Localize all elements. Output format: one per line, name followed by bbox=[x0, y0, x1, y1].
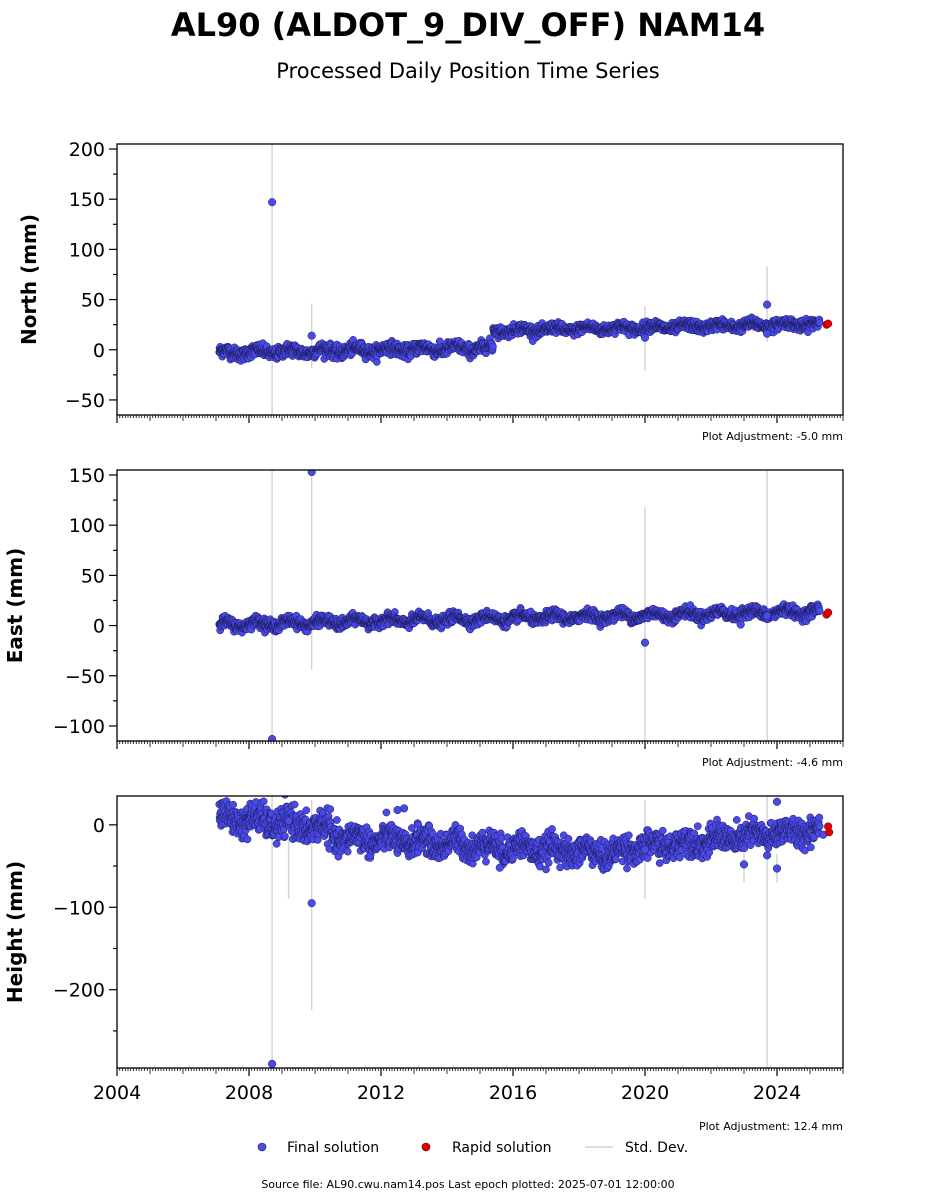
north-final-points bbox=[215, 313, 824, 366]
east-final-points bbox=[215, 600, 824, 637]
height-final-points bbox=[215, 796, 824, 874]
north-point bbox=[815, 318, 824, 327]
north-ytick-label: 200 bbox=[69, 139, 105, 161]
east-outlier-point-4 bbox=[736, 620, 745, 629]
east-ytick-label: −50 bbox=[65, 666, 105, 688]
east-outlier-point-2 bbox=[640, 638, 650, 647]
height-point bbox=[280, 832, 289, 840]
height-plot-area bbox=[215, 796, 834, 1068]
north-ytick-label: −50 bbox=[65, 390, 105, 412]
north-point bbox=[489, 342, 497, 351]
east-plot-area bbox=[215, 470, 833, 741]
height-point bbox=[326, 805, 335, 814]
east-ytick-label: 150 bbox=[69, 465, 105, 487]
north-plot-area bbox=[215, 144, 833, 415]
north-rapid-point-1 bbox=[824, 319, 833, 328]
east-plot-adjustment: Plot Adjustment: -4.6 mm bbox=[702, 756, 843, 769]
east-ytick-label: −100 bbox=[53, 716, 105, 738]
north-outlier-point-2 bbox=[640, 333, 650, 342]
height-point bbox=[259, 797, 268, 806]
north-ylabel: North (mm) bbox=[17, 214, 41, 345]
panels: −50 0 50 100 150 200 North (mm) Plot Adjustment… bbox=[3, 139, 844, 1133]
east-ylabel: East (mm) bbox=[3, 548, 27, 664]
east-outlier-point-0 bbox=[268, 734, 277, 741]
chart-subtitle: Processed Daily Position Time Series bbox=[276, 59, 660, 83]
east-outlier-point-1 bbox=[307, 470, 316, 477]
north-outlier-point-0 bbox=[268, 198, 277, 207]
height-point bbox=[290, 800, 299, 809]
north-outlier-point-4 bbox=[763, 329, 772, 338]
chart-title: AL90 (ALDOT_9_DIV_OFF) NAM14 bbox=[171, 6, 765, 44]
north-axes-frame bbox=[116, 143, 844, 416]
east-ytick-label: 50 bbox=[81, 565, 105, 587]
height-point bbox=[229, 800, 237, 809]
east-rapid-point-1 bbox=[824, 608, 833, 617]
height-point bbox=[224, 796, 229, 797]
height-point bbox=[302, 806, 311, 815]
panel-north: −50 0 50 100 150 200 North (mm) Plot Adjustment… bbox=[17, 139, 844, 443]
north-outlier-point-1 bbox=[307, 331, 316, 340]
east-outlier-point-3 bbox=[763, 611, 772, 620]
panel-east: −100 −50 0 50 100 150 East (mm) Plot Adjustment… bbox=[3, 465, 844, 769]
north-outlier-point-3 bbox=[763, 300, 772, 309]
north-ytick-label: 150 bbox=[69, 189, 105, 211]
east-ytick-label: 0 bbox=[93, 616, 105, 638]
north-ytick-label: 100 bbox=[69, 239, 105, 261]
east-point bbox=[815, 606, 824, 615]
height-point bbox=[243, 835, 252, 844]
east-ytick-label: 100 bbox=[69, 515, 105, 537]
north-ytick-label: 0 bbox=[93, 340, 105, 362]
north-plot-adjustment: Plot Adjustment: -5.0 mm bbox=[702, 430, 843, 443]
height-point bbox=[281, 796, 289, 799]
east-axes-frame bbox=[116, 469, 844, 742]
height-point bbox=[272, 839, 281, 848]
north-ytick-label: 50 bbox=[81, 290, 105, 312]
